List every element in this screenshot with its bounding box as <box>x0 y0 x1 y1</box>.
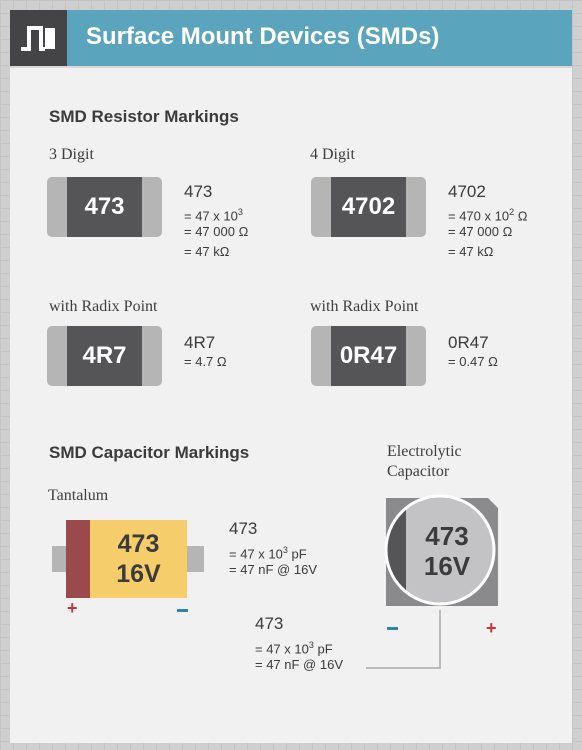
tantalum-plus-icon: + <box>67 598 78 618</box>
infographic-card: Surface Mount Devices (SMDs) SMD Resisto… <box>10 10 572 743</box>
three-digit-code: 473 <box>184 182 213 201</box>
radix-label-b: with Radix Point <box>310 298 419 315</box>
tantalum-label: Tantalum <box>48 487 109 504</box>
resistor-terminal-right <box>406 177 426 237</box>
electrolytic-label-line1: Electrolytic <box>387 443 462 460</box>
four-digit-code: 4702 <box>448 182 486 201</box>
tantalum-body-code: 473 <box>117 530 160 558</box>
resistor-terminal-left <box>47 326 67 386</box>
radix-eq-a: = 4.7 Ω <box>184 354 227 369</box>
resistor-terminal-right <box>142 326 162 386</box>
tantalum-code: 473 <box>229 519 258 538</box>
resistor-473: 473 <box>47 177 162 237</box>
electrolytic-body-text: 473 16V <box>402 521 492 581</box>
resistor-body: 4R7 <box>67 326 142 386</box>
tantalum-body-voltage: 16V <box>116 560 161 588</box>
capacitor-section-title: SMD Capacitor Markings <box>49 443 250 462</box>
tantalum-eq-1: = 47 x 103 pF <box>229 545 307 562</box>
resistor-body: 473 <box>67 177 142 237</box>
header-bar: Surface Mount Devices (SMDs) <box>10 10 572 68</box>
tantalum-capacitor: 473 16V <box>52 520 204 598</box>
resistor-terminal-left <box>311 326 331 386</box>
electrolytic-leader-line <box>366 610 441 669</box>
resistor-terminal-left <box>47 177 67 237</box>
tantalum-body: 473 16V <box>90 520 187 598</box>
resistor-terminal-left <box>311 177 331 237</box>
electrolytic-eq-1: = 47 x 103 pF <box>255 640 333 657</box>
resistor-body: 4702 <box>331 177 406 237</box>
logo-box <box>10 10 67 66</box>
three-digit-eq-2: = 47 000 Ω <box>184 224 249 239</box>
resistor-4r7: 4R7 <box>47 326 162 386</box>
tantalum-terminal-left <box>52 546 66 572</box>
resistor-terminal-right <box>406 326 426 386</box>
three-digit-eq-3: = 47 kΩ <box>184 244 230 259</box>
resistor-body: 0R47 <box>331 326 406 386</box>
electrolytic-body-code: 473 <box>425 521 469 551</box>
four-digit-label: 4 Digit <box>310 146 355 163</box>
three-digit-label: 3 Digit <box>49 146 94 163</box>
tantalum-terminal-right <box>187 546 204 572</box>
page-title: Surface Mount Devices (SMDs) <box>86 23 440 50</box>
electrolytic-can <box>386 496 494 604</box>
electrolytic-eq-2: = 47 nF @ 16V <box>255 657 343 672</box>
four-digit-eq-3: = 47 kΩ <box>448 244 494 259</box>
tantalum-eq-2: = 47 nF @ 16V <box>229 562 317 577</box>
three-digit-eq-1: = 47 x 103 <box>184 207 243 224</box>
electrolytic-label-line2: Capacitor <box>387 463 450 480</box>
four-digit-eq-2: = 47 000 Ω <box>448 224 513 239</box>
radix-eq-b: = 0.47 Ω <box>448 354 498 369</box>
four-digit-eq-1: = 470 x 102 Ω <box>448 207 528 224</box>
resistor-terminal-right <box>142 177 162 237</box>
resistor-section-title: SMD Resistor Markings <box>49 107 239 126</box>
electrolytic-plus-icon: + <box>486 618 497 638</box>
radix-code-a: 4R7 <box>184 333 216 352</box>
tantalum-polarity-band <box>66 520 90 598</box>
electrolytic-can-rim <box>384 494 496 606</box>
circuit-s-icon <box>21 26 55 51</box>
radix-label-a: with Radix Point <box>49 298 158 315</box>
radix-code-b: 0R47 <box>448 333 489 352</box>
electrolytic-minus-icon <box>387 627 398 630</box>
electrolytic-capacitor <box>384 494 498 606</box>
electrolytic-code: 473 <box>255 614 284 633</box>
resistor-0r47: 0R47 <box>311 326 426 386</box>
resistor-4702: 4702 <box>311 177 426 237</box>
tantalum-minus-icon <box>177 609 188 612</box>
electrolytic-body-voltage: 16V <box>423 551 471 581</box>
